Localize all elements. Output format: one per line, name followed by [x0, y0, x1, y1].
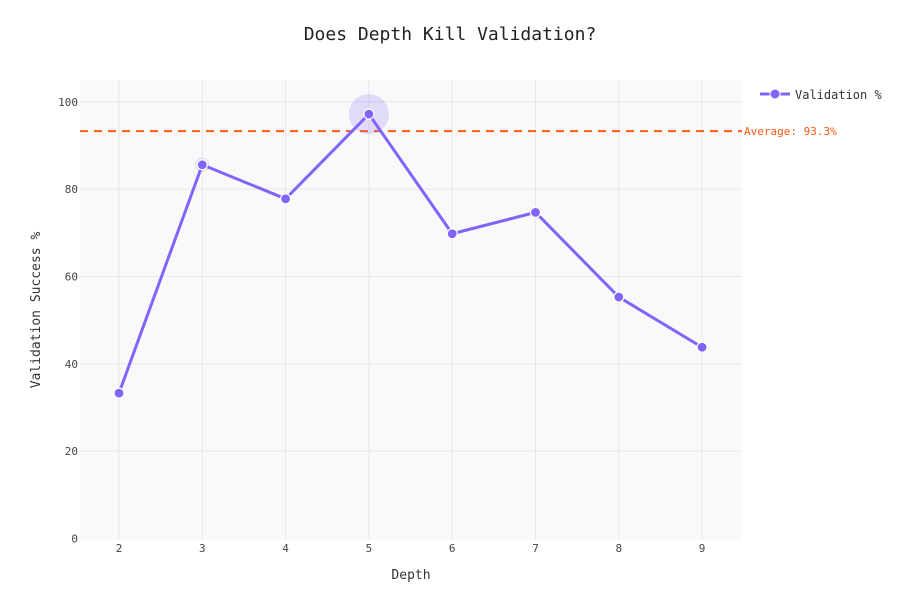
y-tick-label: 40: [65, 358, 78, 371]
legend-marker-icon: [769, 88, 781, 100]
y-tick-label: 80: [65, 183, 78, 196]
x-tick-label: 5: [366, 542, 373, 555]
y-tick-label: 0: [71, 533, 78, 546]
data-point: [446, 228, 458, 240]
legend-label: Validation %: [795, 88, 882, 102]
average-label: Average: 93.3%: [744, 125, 837, 138]
y-tick-label: 20: [65, 445, 78, 458]
data-point: [363, 108, 375, 120]
data-point: [113, 387, 125, 399]
data-point: [196, 159, 208, 171]
data-point: [696, 341, 708, 353]
y-axis-label: Validation Success %: [29, 232, 44, 389]
x-tick-label: 9: [699, 542, 706, 555]
x-axis-label: Depth: [391, 568, 430, 583]
chart-title: Does Depth Kill Validation?: [304, 24, 597, 45]
data-point: [529, 206, 542, 218]
x-tick-label: 7: [532, 542, 539, 555]
x-tick-label: 8: [615, 542, 622, 555]
data-point: [280, 193, 292, 205]
y-tick-label: 60: [65, 271, 78, 284]
x-tick-label: 2: [116, 542, 123, 555]
legend[interactable]: Validation %: [760, 88, 882, 102]
x-tick-label: 4: [282, 542, 289, 555]
y-tick-label: 100: [58, 96, 78, 109]
plot-area: [80, 80, 742, 540]
data-point: [613, 291, 625, 303]
x-tick-label: 6: [449, 542, 456, 555]
series-line: [117, 112, 703, 394]
x-tick-label: 3: [199, 542, 206, 555]
